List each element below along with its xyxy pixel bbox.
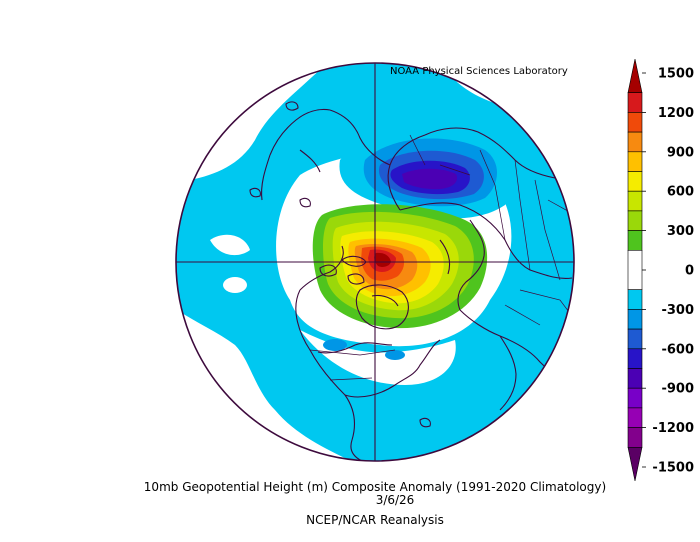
colorbar-swatch <box>627 151 643 172</box>
colorbar-swatch <box>627 230 643 251</box>
colorbar-tick-label: -600 <box>661 342 694 357</box>
title-line: 10mb Geopotential Height (m) Composite A… <box>143 480 607 494</box>
colorbar-tick-label: -900 <box>661 382 694 397</box>
credit-label: NOAA Physical Sciences Laboratory <box>390 66 568 77</box>
source-line: NCEP/NCAR Reanalysis <box>306 513 444 527</box>
colorbar-tick-label: -1500 <box>652 461 694 476</box>
colorbar-swatch <box>627 407 643 428</box>
colorbar-swatch <box>627 92 643 113</box>
colorbar-swatch <box>627 58 643 93</box>
negative-anomaly-lobe <box>339 127 514 219</box>
colorbar-swatch <box>627 171 643 192</box>
colorbar-swatch <box>627 112 643 133</box>
colorbar-swatch <box>627 387 643 409</box>
colorbar-tick-label: -1200 <box>652 421 694 436</box>
colorbar-swatch <box>627 427 643 448</box>
colorbar-tick-label: 1500 <box>658 67 694 82</box>
colorbar-swatch <box>627 289 643 310</box>
colorbar-swatch <box>627 368 643 389</box>
colorbar-tick-label: -300 <box>661 303 694 318</box>
colorbar-swatch <box>627 250 643 291</box>
map-boundary <box>175 62 575 462</box>
colorbar-swatch <box>627 210 643 231</box>
negative-anomaly-medium <box>323 339 405 360</box>
colorbar-tick-label: 900 <box>667 145 694 160</box>
colorbar-swatch <box>627 348 643 369</box>
colorbar-swatch <box>627 446 643 482</box>
colorbar-tick-label: 0 <box>685 264 694 279</box>
colorbar-swatch <box>627 328 643 350</box>
date-line: 3/6/26 <box>375 493 415 507</box>
meridian-lines <box>176 63 574 461</box>
polar-map <box>176 63 574 461</box>
colorbar-swatch <box>627 309 643 330</box>
colorbar-swatch <box>627 131 643 153</box>
colorbar-tick-label: 600 <box>667 185 694 200</box>
colorbar-swatch <box>627 190 643 212</box>
colorbar-tick-label: 300 <box>667 224 694 239</box>
colorbar-tick-label: 1200 <box>658 106 694 121</box>
colorbar: 1500 1200 900 600 300 0 -300 -600 -900 -1200 -1500 <box>627 58 694 482</box>
